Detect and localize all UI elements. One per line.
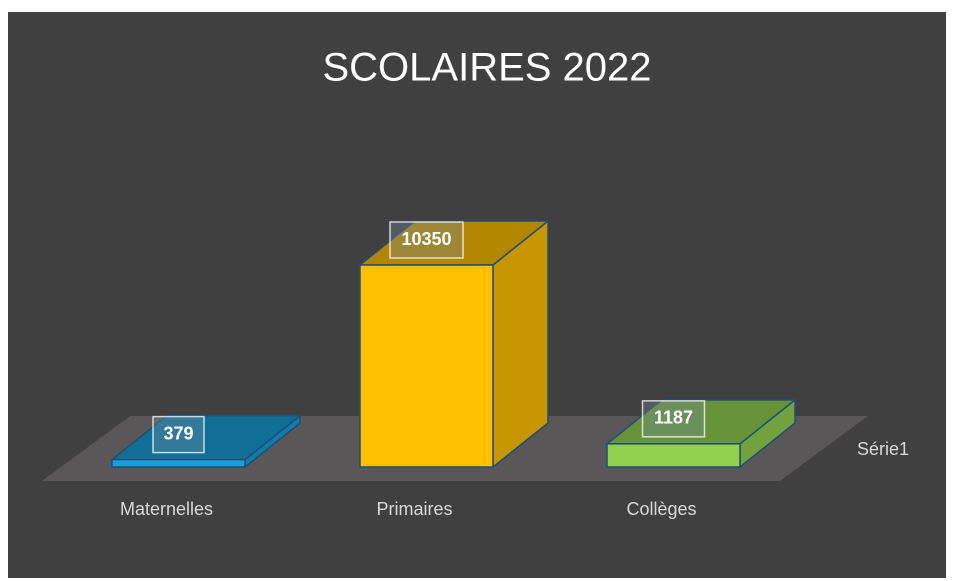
bar-front xyxy=(111,458,246,468)
value-label-box xyxy=(641,400,706,438)
value-label: 1187 xyxy=(654,408,693,428)
value-label-box xyxy=(152,415,205,454)
x-tick-label: Maternelles xyxy=(120,499,213,519)
x-tick-label: Collèges xyxy=(626,499,696,519)
x-tick-label: Primaires xyxy=(376,499,452,519)
bar-front xyxy=(606,443,741,468)
value-label-box xyxy=(389,221,464,259)
value-label: 10350 xyxy=(401,229,451,249)
series-label: Série1 xyxy=(857,439,909,459)
value-label: 379 xyxy=(163,423,193,443)
bar-front xyxy=(359,264,494,468)
chart-title: SCOLAIRES 2022 xyxy=(322,46,651,90)
